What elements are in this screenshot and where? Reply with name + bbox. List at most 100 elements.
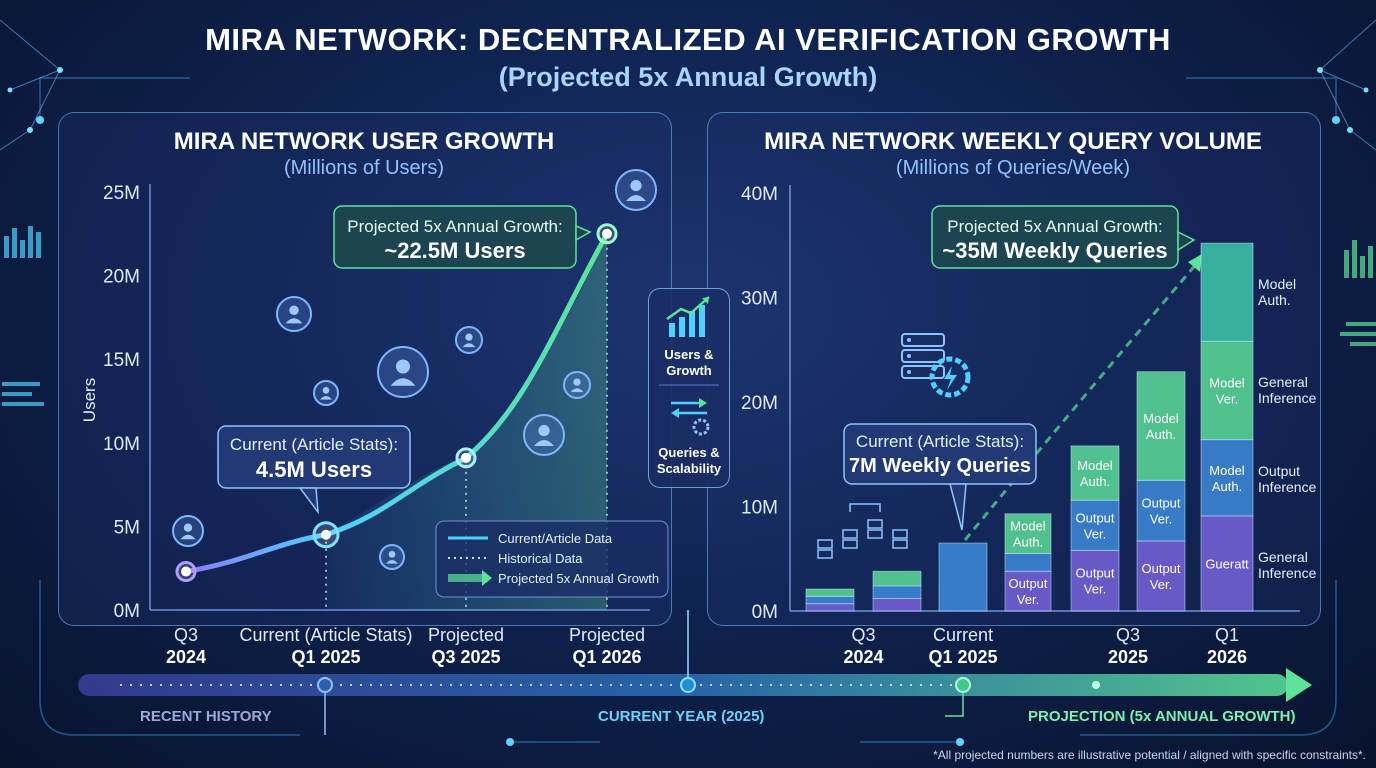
user-icon-head (183, 523, 193, 532)
user-x-tick-line1: Projected (428, 625, 504, 645)
query-segment-label: Auth. (1080, 474, 1110, 489)
server-rack (901, 349, 945, 363)
query-growth-arrow (963, 261, 1200, 541)
query-volume-title: MIRA NETWORK WEEKLY QUERY VOLUME (764, 128, 1262, 155)
user-data-point (602, 228, 612, 239)
user-x-tick-line1: Projected (569, 625, 645, 645)
block (867, 519, 883, 529)
query-x-tick-line1: Q1 (1215, 625, 1239, 645)
block (817, 539, 833, 549)
user-icon (563, 371, 591, 399)
query-side-label: General (1258, 374, 1308, 390)
user-x-tick-line2: Q1 2026 (572, 647, 641, 667)
query-bar-segment (1200, 439, 1254, 517)
user-y-tick-label: 0M (114, 601, 140, 622)
callout-value: ~35M Weekly Queries (942, 238, 1167, 263)
user-icon (313, 380, 339, 406)
user-legend: Current/Article Data Historical Data Proje… (435, 520, 669, 598)
query-segment-label: Model (1077, 458, 1113, 473)
query-segment-label: Auth. (1146, 427, 1176, 442)
block (892, 529, 908, 539)
legend-entry: Current/Article Data (498, 531, 613, 546)
user-y-tick-label: 5M (114, 517, 140, 538)
query-side-label: General (1258, 549, 1308, 565)
user-current-callout: Current (Article Stats): 4.5M Users (217, 425, 411, 515)
query-segment-label: Output (1141, 561, 1180, 576)
query-bar-segment (1200, 340, 1254, 441)
callout-value: ~22.5M Users (384, 238, 525, 263)
callout-pointer (949, 483, 967, 531)
query-bar-segment (1004, 570, 1052, 612)
callout-label: Projected 5x Annual Growth: (947, 217, 1162, 236)
query-x-tick-line2: Q1 2025 (928, 647, 997, 667)
user-data-point (181, 566, 191, 577)
legend-entry: Historical Data (498, 551, 583, 566)
user-icon-body (462, 343, 476, 348)
server-gear-icon (901, 333, 971, 398)
query-bar-segment (805, 588, 855, 597)
user-icon-head (573, 378, 581, 386)
callout-box (843, 423, 1037, 485)
user-y-tick-label: 15M (103, 350, 140, 371)
query-segment-label: Model (1143, 411, 1179, 426)
users-growth-label-2: Growth (666, 363, 712, 378)
query-x-tick-line2: 2024 (843, 647, 883, 667)
user-x-tick-line1: Current (Article Stats) (239, 625, 412, 645)
query-segment-label: Model (1209, 376, 1245, 391)
page-title: MIRA NETWORK: DECENTRALIZED AI VERIFICAT… (205, 22, 1171, 57)
query-x-tick-line2: 2025 (1108, 647, 1148, 667)
query-x-tick-line2: 2026 (1207, 647, 1247, 667)
user-icon (172, 515, 204, 547)
right-edge-mini-bars (1340, 240, 1376, 346)
user-y-axis-label: Users (80, 378, 99, 422)
server-rack (901, 333, 945, 347)
query-bar-segment (1200, 515, 1254, 612)
user-growth-subtitle: (Millions of Users) (283, 157, 445, 179)
user-icon-head (465, 333, 473, 341)
query-bar-segment (1136, 479, 1186, 542)
user-icon-head (388, 551, 396, 558)
user-growth-line (183, 231, 610, 575)
users-growth-label-1: Users & (664, 347, 714, 362)
query-side-label: Inference (1258, 390, 1317, 406)
query-segment-label: Auth. (1212, 479, 1242, 494)
user-icon (615, 169, 657, 211)
query-segment-label: Ver. (1216, 392, 1238, 407)
left-edge-mini-bars (2, 226, 44, 406)
block (817, 549, 833, 559)
timeline-current-year: CURRENT YEAR (2025) (598, 708, 765, 725)
query-segment-label: Output (1075, 510, 1114, 525)
user-x-tick-line2: 2024 (166, 647, 206, 667)
user-icon-head (289, 305, 299, 316)
query-segment-label: Ver. (1150, 577, 1172, 592)
user-icon-body (386, 560, 398, 564)
callout-pointer (1177, 230, 1196, 252)
query-segment-label: Ver. (1150, 512, 1172, 527)
block-bracket (849, 503, 881, 512)
legend-box (435, 520, 669, 598)
user-projected-callout: Projected 5x Annual Growth: ~22.5M Users (333, 205, 592, 269)
user-icon-head (538, 425, 550, 437)
callout-label: Projected 5x Annual Growth: (347, 217, 562, 236)
user-icon (276, 296, 312, 332)
legend-swatch-arrow (482, 570, 492, 586)
query-bar-segment (1070, 499, 1120, 551)
query-side-label: Output (1258, 463, 1300, 479)
query-bar-segment (1136, 371, 1186, 481)
user-y-tick-label: 20M (103, 267, 140, 288)
side-badge: Users & Growth Queries & Scalability (648, 288, 730, 488)
timeline-recent-history: RECENT HISTORY (140, 708, 272, 725)
query-bar-segment (1004, 513, 1052, 555)
query-segment-label: Auth. (1013, 535, 1043, 550)
user-data-point (321, 529, 331, 540)
callout-label: Current (Article Stats): (856, 432, 1024, 451)
query-x-tick-line1: Current (933, 625, 993, 645)
user-icon-body (285, 318, 303, 324)
query-segment-label: Ver. (1084, 526, 1106, 541)
query-segment-label: Model (1209, 463, 1245, 478)
callout-label: Current (Article Stats): (230, 435, 398, 454)
